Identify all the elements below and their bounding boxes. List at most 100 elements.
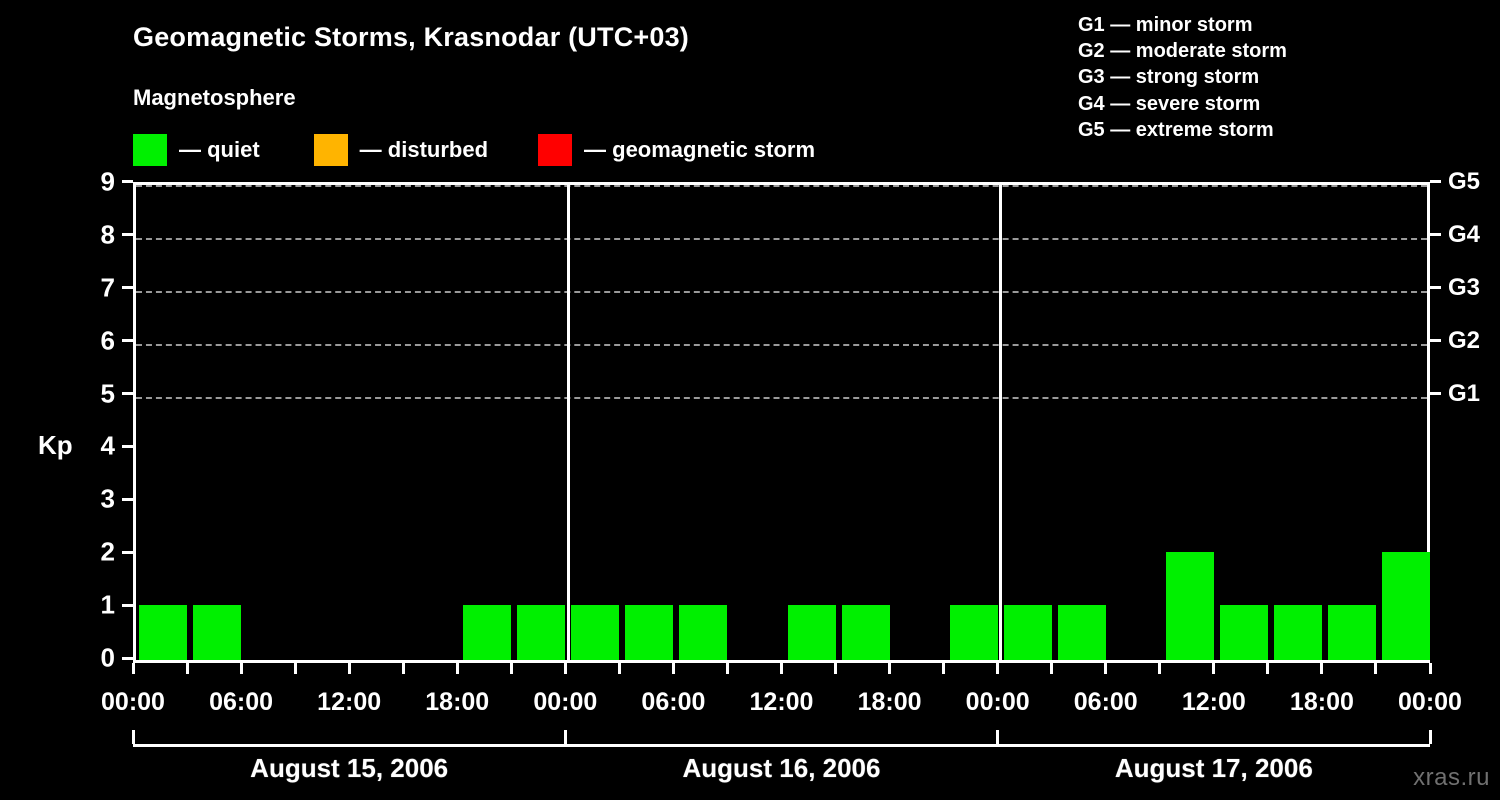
x-tick (347, 663, 351, 674)
g-tick (1430, 180, 1441, 184)
x-tick (1374, 663, 1378, 674)
legend-label-disturbed: — disturbed (359, 137, 489, 162)
y-tick-label: 5 (100, 378, 115, 408)
legend-item-storm: — geomagnetic storm (538, 134, 815, 166)
g-tick-label-g3: G3 (1448, 273, 1481, 301)
x-tick (942, 663, 946, 674)
y-tick-label: 4 (100, 430, 115, 461)
x-tick-label: 06:00 (209, 688, 274, 716)
x-tick (617, 663, 621, 674)
x-tick (1320, 663, 1324, 674)
x-tick (455, 663, 459, 674)
bar (463, 605, 512, 662)
day-divider (999, 185, 1003, 662)
g-tick (1430, 339, 1441, 343)
x-tick (401, 663, 405, 674)
bar (193, 605, 242, 662)
y-tick (122, 656, 133, 660)
bar (949, 605, 998, 662)
date-axis-line (133, 744, 1430, 747)
x-tick (563, 663, 567, 674)
x-tick (996, 663, 1000, 674)
date-tick (1428, 730, 1432, 744)
date-tick (563, 730, 567, 744)
x-tick-label: 18:00 (425, 688, 490, 716)
date-label: August 17, 2006 (1114, 753, 1313, 783)
y-tick-label: 2 (100, 536, 115, 567)
x-tick-label: 06:00 (641, 688, 706, 716)
y-tick-label: 6 (100, 325, 115, 356)
watermark: xras.ru (1413, 764, 1490, 791)
gridline-kp-6 (136, 343, 1427, 346)
date-tick (996, 730, 1000, 744)
gridline-kp-5 (136, 396, 1427, 399)
bar (1381, 552, 1430, 662)
bar (1003, 605, 1052, 662)
x-tick-label: 12:00 (1181, 688, 1246, 716)
y-tick (122, 497, 133, 501)
x-tick (725, 663, 729, 674)
bar (1057, 605, 1106, 662)
bar (787, 605, 836, 662)
y-tick-label: 9 (100, 166, 115, 197)
g-tick (1430, 286, 1441, 290)
y-tick (122, 603, 133, 607)
g-scale-g1: G1 — minor storm (1078, 14, 1253, 36)
date-tick (131, 730, 135, 744)
x-tick-label: 18:00 (857, 688, 922, 716)
y-axis-title: Kp (38, 430, 73, 460)
y-tick (122, 286, 133, 290)
bar (571, 605, 620, 662)
x-tick (671, 663, 675, 674)
x-tick-label: 18:00 (1289, 688, 1354, 716)
legend-swatch-storm (538, 134, 573, 166)
x-tick (509, 663, 513, 674)
magnetosphere-label: Magnetosphere (133, 85, 296, 110)
x-tick (1428, 663, 1432, 674)
gridline-kp-9 (136, 184, 1427, 187)
x-tick (834, 663, 838, 674)
bar (679, 605, 728, 662)
g-scale-g5: G5 — extreme storm (1078, 118, 1274, 141)
g-tick-label-g5: G5 (1448, 167, 1481, 195)
x-tick (780, 663, 783, 674)
y-tick-label: 1 (100, 589, 115, 620)
chart-plot-area (133, 182, 1430, 662)
bar (841, 605, 890, 662)
x-tick-label: 00:00 (533, 688, 598, 716)
x-tick (131, 663, 135, 674)
x-tick (1266, 663, 1270, 674)
bar (517, 605, 566, 662)
x-tick-label: 00:00 (965, 688, 1030, 716)
y-tick-label: 7 (100, 272, 115, 303)
g-scale-g2: G2 — moderate storm (1078, 40, 1287, 63)
x-tick-label: 00:00 (101, 688, 165, 716)
x-axis-line (133, 660, 1430, 663)
bar-series (136, 185, 1430, 662)
y-tick-label: 3 (100, 483, 115, 514)
g-scale-legend: G1 — minor storm G2 — moderate storm G3 … (1078, 12, 1287, 143)
legend-swatch-disturbed (313, 134, 348, 166)
page-title: Geomagnetic Storms, Krasnodar (UTC+03) (133, 22, 689, 52)
x-tick (293, 663, 297, 674)
g-tick (1430, 233, 1441, 237)
x-tick (239, 663, 243, 674)
g-scale-g4: G4 — severe storm (1078, 92, 1261, 115)
x-tick (888, 663, 892, 674)
g-tick-label-g1: G1 (1448, 379, 1481, 407)
legend-label-quiet: — quiet (179, 137, 260, 162)
date-label: August 16, 2006 (682, 753, 881, 783)
y-tick-label: 8 (100, 219, 115, 250)
x-tick-label: 06:00 (1073, 688, 1138, 716)
x-tick-label: 00:00 (1398, 688, 1462, 716)
legend-swatch-quiet (133, 134, 167, 166)
x-tick (1104, 663, 1108, 674)
legend: — quiet — disturbed — geomagnetic storm (133, 133, 815, 167)
g-scale-g3: G3 — strong storm (1078, 66, 1260, 89)
day-divider (566, 185, 570, 662)
bar (1273, 605, 1322, 662)
bar (139, 605, 188, 662)
y-tick (122, 339, 133, 343)
x-tick (1158, 663, 1162, 674)
legend-label-storm: — geomagnetic storm (584, 137, 816, 162)
